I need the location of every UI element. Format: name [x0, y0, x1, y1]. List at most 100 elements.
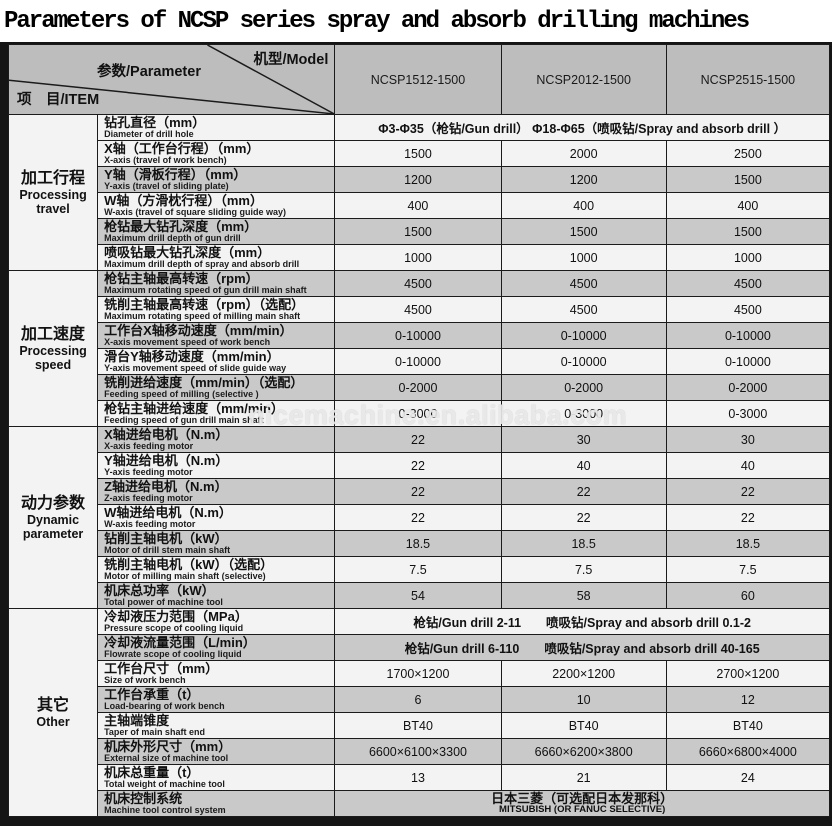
- value-cell: 0-10000: [500, 348, 667, 375]
- item-label-en: Motor of milling main shaft (selective): [104, 571, 266, 581]
- table-row: 机床总重量（t） Total weight of machine tool 13 21…: [9, 764, 831, 791]
- item-cell: X轴（工作台行程）（mm） X-axis (travel of work benc…: [97, 140, 336, 167]
- value-cell: 22: [334, 478, 502, 505]
- value-cell: 0-3000: [665, 400, 831, 427]
- table-row: 铣削主轴最高转速（rpm）（选配） Maximum rotating speed …: [9, 296, 831, 323]
- value-cell: 1500: [665, 166, 831, 193]
- value-cell: 18.5: [500, 530, 667, 557]
- value-cell: 1000: [500, 244, 667, 271]
- group-label-cn: 加工行程: [21, 169, 86, 187]
- parameters-table-frame: 机型/Model 参数/Parameter 项 目/ITEM NCSP1512-…: [0, 42, 832, 826]
- group-label-cell: 加工速度 Processing speed: [7, 270, 99, 427]
- item-label-cn: 铣削主轴电机（kW）（选配）: [104, 557, 274, 572]
- item-label-en: External size of machine tool: [104, 753, 229, 763]
- value-cell: 30: [500, 426, 667, 453]
- item-label-cn: 主轴端锥度: [104, 713, 170, 728]
- item-label-en: Machine tool control system: [104, 805, 226, 815]
- item-label-cn: 枪钻主轴最高转速（rpm）: [104, 271, 259, 286]
- value-cell: 6600×6100×3300: [334, 738, 502, 765]
- item-label-en: Feeding speed of milling (selective ): [104, 389, 259, 399]
- table-row: 主轴端锥度 Taper of main shaft end BT40 BT40 BT40: [9, 712, 831, 739]
- parameter-axis-label: 参数/Parameter: [97, 64, 201, 80]
- model-column-header-1: NCSP1512-1500: [334, 44, 502, 115]
- value-cell: BT40: [334, 712, 502, 739]
- value-cell: 4500: [665, 270, 831, 297]
- table-row: 机床外形尺寸（mm） External size of machine tool 6…: [9, 738, 831, 765]
- table-row: 钻削主轴电机（kW） Motor of drill stem main shaft…: [9, 530, 831, 557]
- item-label-en: Pressure scope of cooling liquid: [104, 623, 244, 633]
- value-cell: BT40: [665, 712, 831, 739]
- item-label-en: Maximum drill depth of gun drill: [104, 233, 241, 243]
- table-row: 铣削进给速度（mm/min）（选配） Feeding speed of milli…: [9, 374, 831, 401]
- item-cell: 工作台尺寸（mm） Size of work bench: [97, 660, 336, 687]
- value-cell: 1500: [334, 140, 502, 167]
- item-label-en: Y-axis (travel of sliding plate): [104, 181, 229, 191]
- value-cell: 4500: [334, 296, 502, 323]
- value-cell: 1500: [665, 218, 831, 245]
- value-cell: 24: [665, 764, 831, 791]
- value-cell: 4500: [500, 296, 667, 323]
- value-cell: 13: [334, 764, 502, 791]
- item-cell: 工作台承重（t） Load-bearing of work bench: [97, 686, 336, 713]
- item-label-cn: 铣削主轴最高转速（rpm）（选配）: [104, 297, 305, 312]
- value-cell: 22: [665, 478, 831, 505]
- span-value-cell: 枪钻/Gun drill 6-110 喷吸钻/Spray and absorb …: [334, 634, 830, 661]
- value-cell: 0-3000: [500, 400, 667, 427]
- value-cell: 1500: [500, 218, 667, 245]
- table-row: 加工速度 Processing speed 枪钻主轴最高转速（rpm） Maximum…: [7, 270, 831, 427]
- value-cell: 21: [500, 764, 667, 791]
- table-row: 工作台X轴移动速度（mm/min） X-axis movement speed o…: [9, 322, 831, 349]
- item-cell: 机床控制系统 Machine tool control system: [97, 790, 336, 817]
- item-cell: 冷却液流量范围（L/min） Flowrate scope of cooling …: [97, 634, 336, 661]
- value-cell: 6: [334, 686, 502, 713]
- table-row: 机床总功率（kW） Total power of machine tool 54 58…: [9, 582, 831, 609]
- value-cell: 0-10000: [334, 348, 502, 375]
- value-cell: 0-2000: [334, 374, 502, 401]
- item-label-cn: 工作台承重（t）: [104, 687, 200, 702]
- header-diagonal-cell: 机型/Model 参数/Parameter 项 目/ITEM: [7, 44, 336, 115]
- value-cell: 400: [500, 192, 667, 219]
- item-label-en: W-axis (travel of square sliding guide w…: [104, 207, 286, 217]
- table-row: Y轴进给电机（N.m） Y-axis feeding motor 22 40 40: [9, 452, 831, 479]
- item-cell: 枪钻最大钻孔深度（mm） Maximum drill depth of gun d…: [97, 218, 336, 245]
- value-cell: 0-2000: [500, 374, 667, 401]
- item-cell: 钻孔直径（mm） Diameter of drill hole: [97, 114, 336, 141]
- group-label-cell: 其它 Other: [7, 608, 99, 817]
- span-value-cn: 日本三菱（可选配日本发那科）: [491, 791, 674, 806]
- item-label-en: Total weight of machine tool: [104, 779, 225, 789]
- item-label-cn: 滑台Y轴移动速度（mm/min）: [104, 349, 280, 364]
- value-cell: 7.5: [334, 556, 502, 583]
- table-row: Y轴（滑板行程）（mm） Y-axis (travel of sliding pl…: [9, 166, 831, 193]
- table-row: 动力参数 Dynamic parameter X轴进给电机（N.m） X-axis f…: [7, 426, 831, 609]
- group-label-en: Other: [36, 714, 70, 729]
- item-label-en: W-axis feeding motor: [104, 519, 196, 529]
- value-cell: 22: [500, 478, 667, 505]
- model-axis-label: 机型/Model: [253, 52, 329, 68]
- item-label-en: Maximum drill depth of spray and absorb …: [104, 259, 300, 269]
- group-label-cn: 其它: [37, 696, 70, 714]
- value-cell: 40: [500, 452, 667, 479]
- item-cell: Z轴进给电机（N.m） Z-axis feeding motor: [97, 478, 336, 505]
- item-label-en: Total power of machine tool: [104, 597, 223, 607]
- table-header-row: 机型/Model 参数/Parameter 项 目/ITEM NCSP1512-…: [7, 44, 831, 115]
- item-label-cn: Z轴进给电机（N.m）: [104, 479, 228, 494]
- value-cell: 4500: [334, 270, 502, 297]
- value-cell: 22: [334, 452, 502, 479]
- item-cell: 冷却液压力范围（MPa） Pressure scope of cooling li…: [97, 608, 336, 635]
- value-cell: 18.5: [334, 530, 502, 557]
- item-label-cn: X轴（工作台行程）（mm）: [104, 141, 260, 156]
- table-row: 冷却液流量范围（L/min） Flowrate scope of cooling …: [9, 634, 830, 661]
- item-label-cn: Y轴进给电机（N.m）: [104, 453, 229, 468]
- item-label-en: Maximum rotating speed of gun drill main…: [104, 285, 307, 295]
- item-cell: Y轴进给电机（N.m） Y-axis feeding motor: [97, 452, 336, 479]
- item-label-en: Diameter of drill hole: [104, 129, 194, 139]
- value-cell: 0-3000: [334, 400, 502, 427]
- table-row: X轴（工作台行程）（mm） X-axis (travel of work benc…: [9, 140, 831, 167]
- value-cell: 2500: [665, 140, 831, 167]
- value-cell: 1000: [665, 244, 831, 271]
- table-row: 工作台尺寸（mm） Size of work bench 1700×1200 2200…: [9, 660, 831, 687]
- group-label-cell: 加工行程 Processing travel: [7, 114, 99, 271]
- value-cell: 6660×6200×3800: [500, 738, 667, 765]
- value-cell: 2000: [500, 140, 667, 167]
